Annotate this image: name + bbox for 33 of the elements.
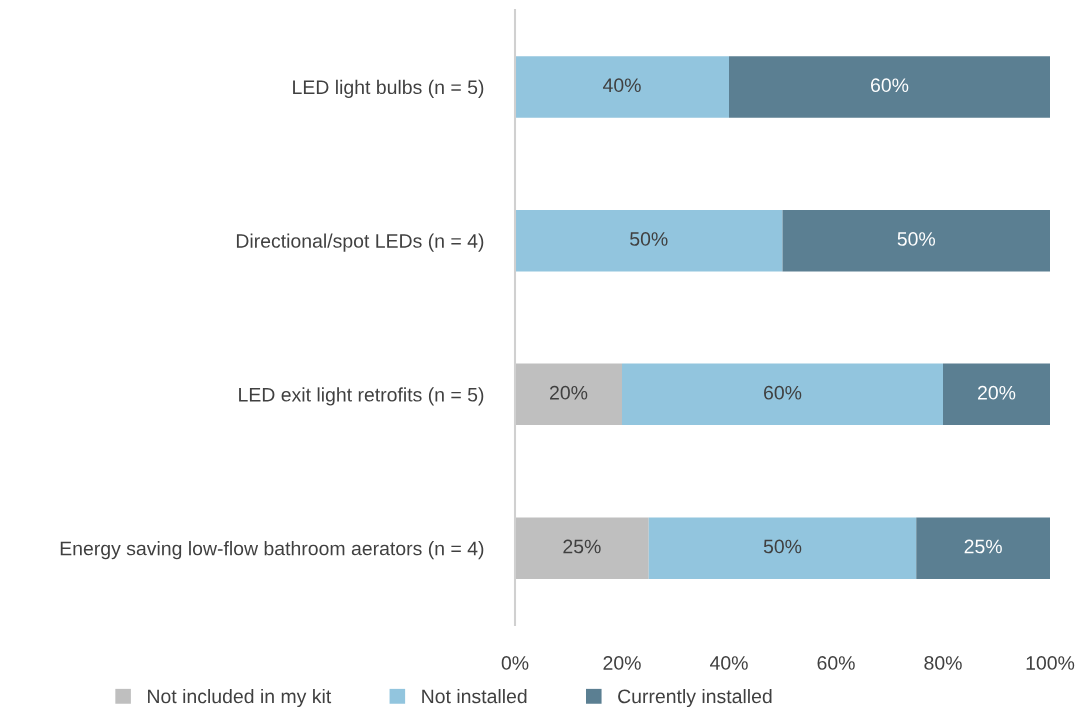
- data-label: 50%: [630, 232, 668, 246]
- bar: [916, 517, 1050, 579]
- y-tick-label: LED light bulbs (n = 5): [293, 79, 484, 98]
- y-tick-label: Directional/spot LEDs (n = 4): [236, 233, 484, 252]
- y-tick-label: Energy saving low-flow bathroom aerators (n = 4): [60, 541, 484, 560]
- x-tick-label: 80%: [924, 656, 962, 670]
- legend-label: Currently installed: [618, 688, 772, 708]
- bar: [729, 56, 1050, 118]
- x-tick-label: 20%: [603, 656, 641, 670]
- legend-label: Not installed: [422, 688, 527, 704]
- legend-label: Not included in my kit: [148, 688, 332, 708]
- data-label: 50%: [763, 539, 802, 554]
- bar: [515, 56, 729, 118]
- x-tick-label: 40%: [709, 656, 748, 670]
- data-label: 40%: [602, 78, 641, 93]
- x-tick-label: 60%: [817, 656, 855, 670]
- bar: [515, 363, 622, 426]
- data-label: 25%: [563, 539, 601, 554]
- data-label: 25%: [964, 539, 1002, 554]
- bar: [943, 363, 1050, 426]
- data-label: 60%: [871, 78, 909, 93]
- x-tick-label: 0%: [501, 656, 529, 670]
- x-tick-label: 100%: [1026, 656, 1075, 670]
- data-label: 50%: [897, 232, 936, 246]
- y-tick-label: LED exit light retrofits (n = 5): [239, 387, 484, 406]
- bar: [515, 209, 783, 272]
- bar: [648, 517, 917, 579]
- bar: [622, 363, 943, 426]
- bar: [782, 209, 1050, 272]
- bar: [515, 517, 649, 579]
- data-label: 20%: [550, 385, 588, 400]
- data-label: 20%: [978, 385, 1016, 400]
- data-label: 60%: [764, 385, 802, 400]
